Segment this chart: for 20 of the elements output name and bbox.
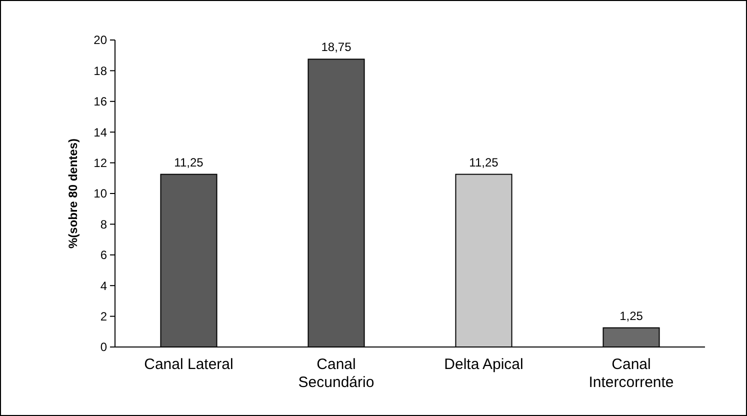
x-tick-label: Canal Lateral xyxy=(144,356,234,373)
x-tick-label: Canal Secundário xyxy=(298,356,374,391)
y-axis-title: %(sobre 80 dentes) xyxy=(66,138,80,249)
y-tick-label: 8 xyxy=(100,217,108,232)
y-tick-label: 4 xyxy=(100,278,108,293)
y-tick-label: 6 xyxy=(100,248,108,262)
data-label: 11,25 xyxy=(174,155,204,170)
data-label: 18,75 xyxy=(321,40,352,54)
data-label: 1,25 xyxy=(620,308,644,323)
x-tick-label: Delta Apical xyxy=(444,356,524,373)
y-tick-label: 18 xyxy=(94,64,108,78)
y-tick-label: 16 xyxy=(94,94,108,109)
y-tick-label: 14 xyxy=(94,125,108,140)
y-tick-label: 0 xyxy=(100,340,108,354)
data-label: 11,25 xyxy=(469,155,499,170)
y-tick-label: 20 xyxy=(94,33,108,48)
x-tick-label: Canal Intercorrente xyxy=(588,356,674,391)
y-tick-label: 12 xyxy=(94,156,108,170)
y-tick-label: 2 xyxy=(100,310,108,324)
y-tick-label: 10 xyxy=(94,186,108,201)
